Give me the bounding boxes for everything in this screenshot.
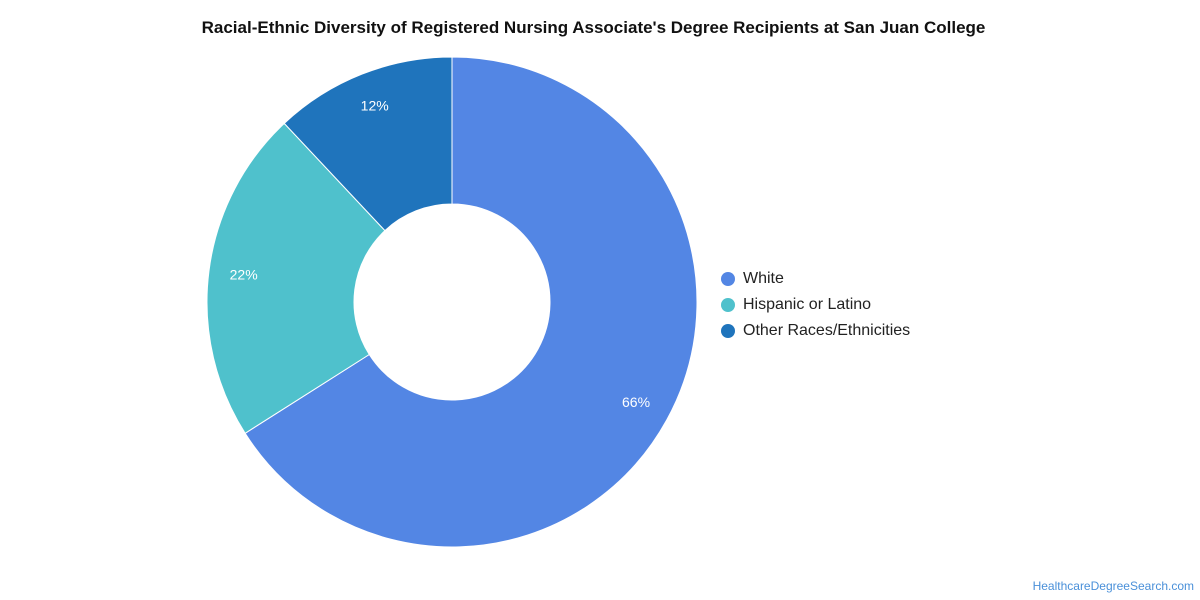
- slice-other-races-ethnicities[interactable]: [283, 56, 453, 232]
- source-credit-link[interactable]: HealthcareDegreeSearch.com: [1032, 579, 1194, 593]
- legend-item-white[interactable]: White: [721, 266, 910, 292]
- slice-white[interactable]: [244, 56, 698, 548]
- legend-swatch-white: [721, 272, 735, 286]
- legend-item-hispanic-or-latino[interactable]: Hispanic or Latino: [721, 292, 910, 318]
- slice-label-white: 66%: [622, 394, 650, 410]
- legend-swatch-hispanic-or-latino: [721, 298, 735, 312]
- chart-legend: White Hispanic or Latino Other Races/Ethni…: [721, 266, 910, 344]
- slice-label-hispanic-or-latino: 22%: [230, 266, 258, 282]
- legend-swatch-other-races-ethnicities: [721, 324, 735, 338]
- legend-label-other-races-ethnicities: Other Races/Ethnicities: [743, 322, 911, 339]
- slice-hispanic-or-latino[interactable]: [206, 122, 386, 434]
- legend-label-white: White: [743, 270, 784, 287]
- chart-title: Racial-Ethnic Diversity of Registered Nu…: [201, 18, 986, 37]
- slice-label-other-races-ethnicities: 12%: [361, 97, 389, 113]
- legend-label-hispanic-or-latino: Hispanic or Latino: [743, 296, 872, 313]
- legend-item-other-races-ethnicities[interactable]: Other Races/Ethnicities: [721, 318, 910, 344]
